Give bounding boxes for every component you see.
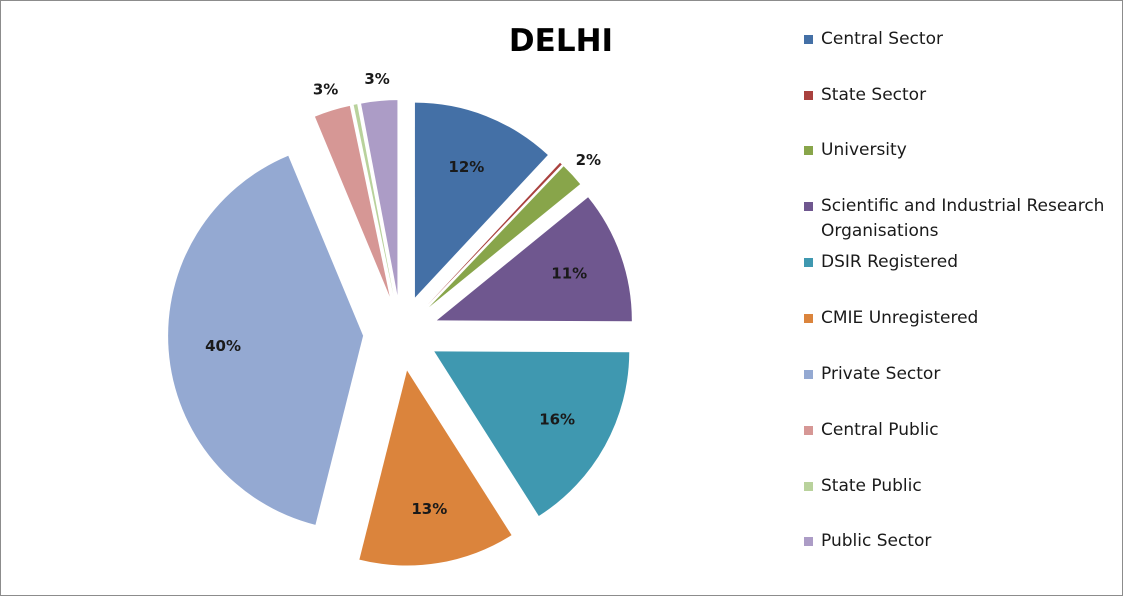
legend-label: Private Sector <box>821 364 941 384</box>
legend-label: CMIE Unregistered <box>821 308 979 328</box>
legend-label: State Public <box>821 476 922 496</box>
legend-label: Scientific and Industrial Research Organ… <box>821 196 1105 241</box>
legend-label: University <box>821 140 907 160</box>
pie-slice-7 <box>168 155 364 525</box>
legend-label: Central Public <box>821 420 939 440</box>
pie-slice-10 <box>361 100 398 296</box>
pie-slice-6 <box>359 370 512 566</box>
chart-title: DELHI <box>508 23 614 59</box>
pie-slice-5 <box>434 351 630 516</box>
legend-swatch <box>804 202 813 211</box>
pie-slice-9 <box>353 104 394 296</box>
legend-label: Public Sector <box>821 531 932 551</box>
slice-label-8: 3% <box>313 80 338 98</box>
legend-swatch <box>804 146 813 155</box>
slice-label-1: 12% <box>448 158 484 176</box>
pie-slice-1 <box>414 102 548 298</box>
legend-swatch <box>804 91 813 100</box>
pie-slice-4 <box>436 197 632 322</box>
legend-swatch <box>804 537 813 546</box>
pie-slice-2 <box>427 162 562 306</box>
legend-swatch <box>804 370 813 379</box>
legend-swatch <box>804 426 813 435</box>
legend-label: DSIR Registered <box>821 252 958 272</box>
legend-swatch <box>804 482 813 491</box>
pie-slice-3 <box>428 166 581 308</box>
slice-label-4: 11% <box>551 265 587 283</box>
legend-swatch <box>804 258 813 267</box>
legend-label: State Sector <box>821 85 927 105</box>
slice-label-7: 40% <box>205 337 241 355</box>
slice-label-5: 16% <box>539 410 575 428</box>
slice-label-3: 2% <box>576 151 601 169</box>
legend-swatch <box>804 314 813 323</box>
slice-label-10: 3% <box>364 70 389 88</box>
legend-swatch <box>804 35 813 44</box>
slice-label-6: 13% <box>411 500 447 518</box>
pie-slice-8 <box>314 105 390 297</box>
legend-label: Central Sector <box>821 29 943 49</box>
